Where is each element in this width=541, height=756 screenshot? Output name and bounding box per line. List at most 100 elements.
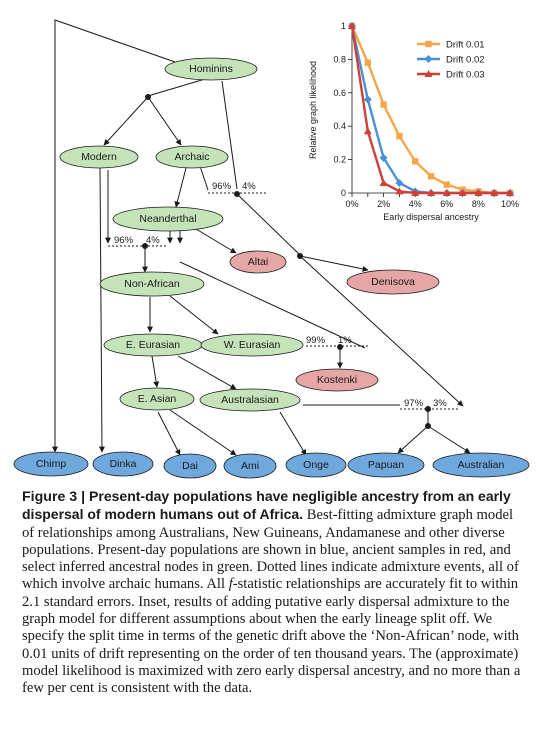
node-e-asian [119, 387, 195, 411]
label-dinka: Dinka [110, 458, 137, 470]
edge-archaic-neanderthal [174, 167, 187, 208]
data-point [363, 127, 372, 135]
data-point [458, 189, 467, 196]
x-tick-label: 2% [377, 199, 390, 209]
pct-denisova-major: 96% [212, 181, 232, 192]
label-e-asian: E. Asian [138, 393, 177, 405]
y-ticks: 0 0.2 0.4 0.6 0.8 1 [333, 21, 352, 198]
edge-easian-dai [157, 411, 181, 456]
node-neanderthal [112, 206, 224, 232]
node-denisova [346, 269, 440, 295]
data-point [425, 40, 432, 48]
data-point [380, 101, 387, 108]
edge-to-australian [427, 425, 471, 454]
node-hominins [164, 57, 258, 81]
data-point [412, 158, 419, 165]
legend-label: Drift 0.03 [446, 70, 485, 81]
edge-denisova-to-papuan-admix [299, 255, 464, 407]
pct-kostenki-minor: 1% [338, 335, 352, 346]
data-point [395, 178, 404, 187]
x-axis-label: Early dispersal ancestry [383, 212, 479, 222]
node-papuan [347, 452, 425, 478]
label-dai: Dai [182, 460, 198, 472]
edge-neanderthal-altai [195, 228, 237, 254]
y-tick-label: 0.4 [333, 121, 346, 131]
chart-legend: Drift 0.01 Drift 0.02 Drift 0.03 [417, 40, 485, 81]
figure-caption: Figure 3 | Present-day populations have … [22, 488, 527, 698]
data-point [506, 189, 514, 196]
node-kostenki [295, 368, 379, 392]
series-2 [348, 22, 514, 197]
x-tick-label: 0% [345, 199, 358, 209]
label-altai: Altai [248, 256, 268, 268]
data-point [348, 22, 356, 29]
x-tick-label: 10% [501, 199, 519, 209]
data-point [490, 189, 499, 196]
data-point [424, 55, 433, 63]
x-tick-label: 6% [440, 199, 453, 209]
node-non-african [99, 271, 205, 297]
edge-branch-modern [103, 96, 149, 146]
data-point [427, 173, 435, 180]
series-layer [348, 22, 514, 197]
edge-hominins-denisova-admix [221, 80, 238, 190]
data-point [396, 133, 403, 140]
present-day-nodes [13, 451, 530, 479]
caption-text-a: Best-fitting admixture graph model of re… [22, 507, 519, 593]
label-e-eurasian: E. Eurasian [126, 339, 180, 351]
label-ami: Ami [241, 460, 259, 472]
pct-neanderthal-major: 96% [114, 235, 134, 246]
pct-denisova-minor: 4% [242, 181, 256, 192]
caption-headline: Present-day populations have negligible … [22, 488, 511, 523]
series-line [350, 25, 510, 195]
series-1 [348, 22, 514, 197]
node-dinka [92, 451, 154, 477]
node-onge [285, 452, 347, 478]
caption-figure-label: Figure 3 | [22, 489, 90, 505]
edge-eeurasian-australasian [177, 355, 237, 390]
edge-nonafrican-early-dispersal [179, 261, 366, 349]
label-hominins: Hominins [189, 63, 233, 75]
label-neanderthal: Neanderthal [139, 213, 196, 225]
y-axis-label: Relative graph likelihood [308, 61, 318, 159]
label-archaic: Archaic [174, 151, 209, 163]
y-tick-label: 0 [341, 188, 346, 198]
edge-nonafrican-weurasian [169, 295, 219, 335]
edge-modern-dinka [98, 167, 105, 453]
data-point [411, 189, 420, 196]
node-australian [432, 452, 530, 478]
edge-to-papuan [397, 425, 429, 454]
caption-paragraph: Figure 3 | Present-day populations have … [22, 488, 527, 698]
label-chimp: Chimp [36, 458, 67, 470]
node-modern [59, 145, 139, 169]
edge-to-denisova [299, 255, 369, 272]
y-tick-label: 0.8 [333, 54, 346, 64]
series-3 [348, 22, 514, 196]
pct-neanderthal-minor: 4% [146, 235, 160, 246]
data-point [443, 181, 450, 188]
node-labels: Hominins Modern Archaic Neanderthal Non-… [36, 63, 505, 472]
data-point [379, 178, 388, 186]
pct-papuan-minor: 3% [433, 398, 447, 409]
edge-australasian-onge [279, 411, 307, 456]
y-tick-label: 0.6 [333, 88, 346, 98]
edge-archaic-admix [199, 165, 209, 191]
node-chimp [13, 451, 89, 477]
edge-eeurasian-easian [151, 355, 160, 388]
node-dai [163, 453, 217, 479]
data-point [364, 59, 371, 66]
label-modern: Modern [81, 151, 117, 163]
legend-label: Drift 0.02 [446, 55, 485, 66]
label-australian: Australian [458, 459, 505, 471]
graph-edges [52, 19, 471, 456]
data-point [427, 189, 435, 196]
label-w-eurasian: W. Eurasian [224, 339, 281, 351]
label-kostenki: Kostenki [317, 374, 357, 386]
admixture-percentages: 96% 4% 96% 4% 99% 1% 97% 3% [114, 181, 447, 409]
data-point [424, 70, 433, 77]
label-onge: Onge [303, 459, 329, 471]
node-altai [229, 250, 287, 274]
caption-f-italic: f [228, 576, 233, 593]
data-point [474, 189, 483, 196]
pct-papuan-major: 97% [404, 398, 424, 409]
